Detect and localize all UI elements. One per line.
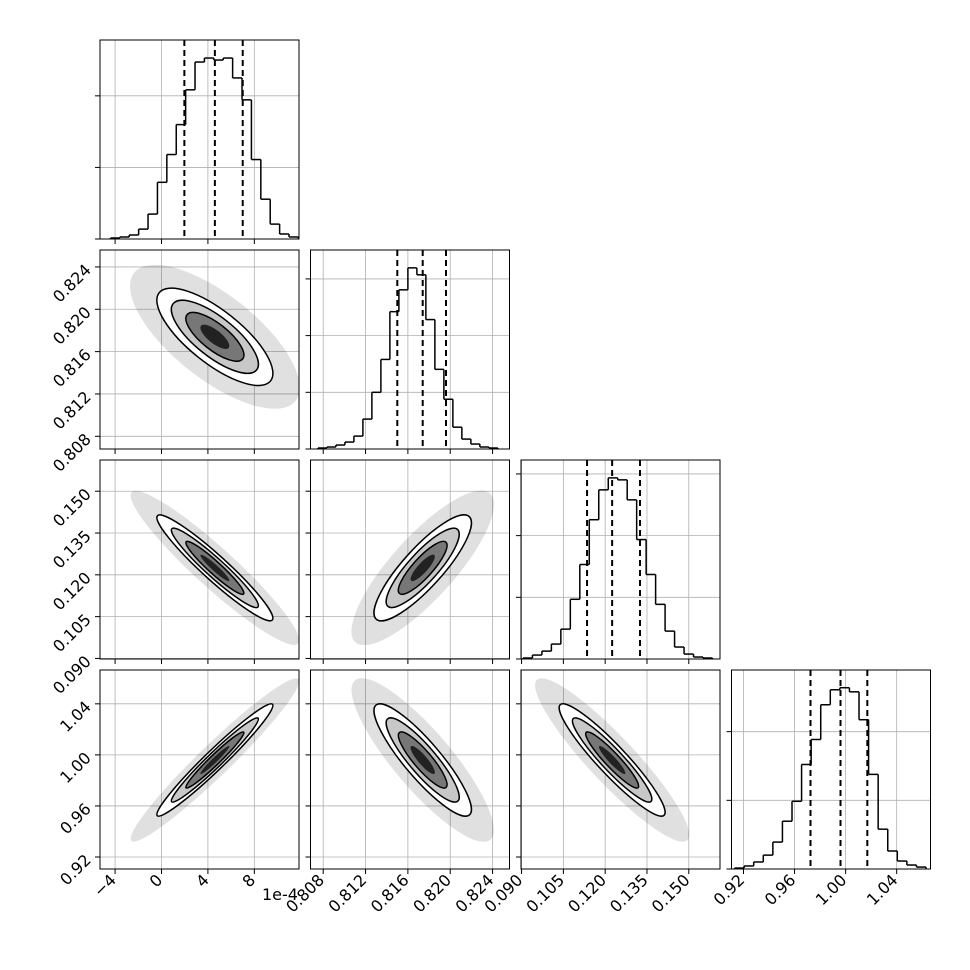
contour bbox=[598, 745, 626, 775]
contour bbox=[410, 745, 435, 775]
panel bbox=[731, 670, 931, 869]
contour bbox=[200, 324, 230, 349]
offset-text: 1e-4 bbox=[262, 885, 298, 904]
panel-frame bbox=[310, 459, 510, 660]
panel-frame bbox=[731, 669, 931, 870]
panel-frame bbox=[520, 459, 721, 660]
panel-frame bbox=[520, 669, 721, 870]
panel-frame bbox=[99, 459, 300, 660]
panel bbox=[100, 670, 299, 869]
panel bbox=[310, 460, 510, 659]
panel bbox=[521, 460, 720, 659]
panel bbox=[310, 250, 510, 449]
panel-frame bbox=[99, 39, 300, 240]
panel-frame bbox=[99, 669, 300, 870]
contour bbox=[200, 554, 230, 582]
panel-frame bbox=[310, 249, 510, 450]
contour bbox=[410, 554, 435, 582]
contour bbox=[200, 745, 230, 775]
panel bbox=[100, 40, 299, 239]
panel bbox=[521, 670, 720, 869]
panel bbox=[100, 250, 299, 449]
panel-frame bbox=[99, 249, 300, 450]
panel bbox=[310, 670, 510, 869]
panel-frame bbox=[310, 669, 510, 870]
panel bbox=[100, 460, 299, 659]
